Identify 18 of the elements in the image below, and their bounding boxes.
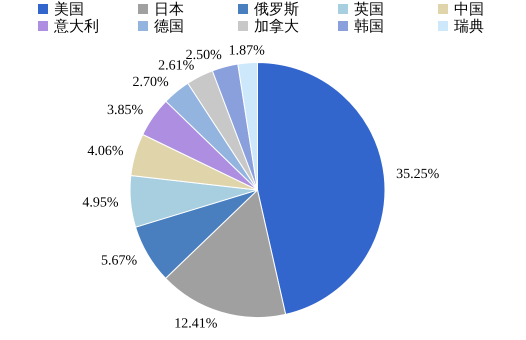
data-label: 4.06% <box>87 144 124 159</box>
legend-label: 德国 <box>153 19 185 36</box>
legend-label: 瑞典 <box>453 19 485 36</box>
data-label: 2.70% <box>132 75 170 90</box>
data-label: 1.87% <box>228 44 266 59</box>
legend-label: 美国 <box>53 2 85 18</box>
data-label: 4.95% <box>82 195 119 210</box>
legend-label: 中国 <box>453 2 485 18</box>
legend-label: 韩国 <box>353 19 385 36</box>
legend-label: 日本 <box>153 2 185 19</box>
legend-label: 英国 <box>353 2 385 18</box>
data-label: 12.41% <box>174 316 218 332</box>
data-label: 5.67% <box>101 253 138 268</box>
data-label: 3.85% <box>106 102 144 118</box>
legend-label: 加拿大 <box>253 19 300 36</box>
data-label: 35.25% <box>396 167 440 182</box>
legend-label: 俄罗斯 <box>253 2 300 18</box>
legend-label: 意大利 <box>53 19 100 36</box>
